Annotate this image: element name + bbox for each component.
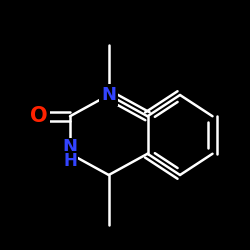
Text: O: O — [30, 106, 48, 126]
Text: H: H — [63, 152, 77, 170]
Text: N: N — [62, 138, 78, 156]
Text: N: N — [101, 86, 116, 104]
